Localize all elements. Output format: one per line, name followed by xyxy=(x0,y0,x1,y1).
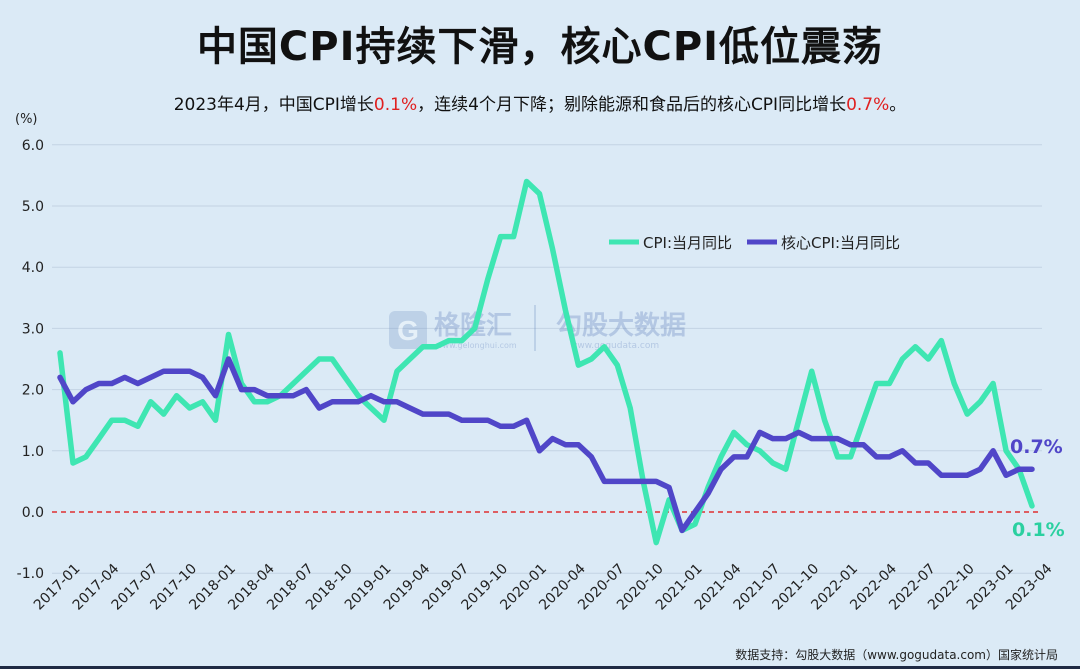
subtitle-cpi-value: 0.1% xyxy=(373,95,418,115)
subtitle-core-value: 0.7% xyxy=(846,95,890,115)
legend-cpi-label: CPI:当月同比 xyxy=(643,234,732,252)
y-tick-label: 5.0 xyxy=(22,199,44,215)
bottom-bar xyxy=(0,666,1080,669)
x-axis-ticks: 2017-012017-042017-072017-102018-012018-… xyxy=(31,561,1056,614)
source-note: 数据支持：勾股大数据（www.gogudata.com）国家统计局 xyxy=(735,648,1058,662)
y-unit-label: (%) xyxy=(15,112,38,127)
core-end-label: 0.7% xyxy=(1010,436,1063,458)
y-tick-label: 3.0 xyxy=(22,321,44,337)
watermark-divider xyxy=(534,305,536,351)
subtitle-text-2: ，连续4个月下降；剔除能源和食品后的核心CPI同比增长 xyxy=(417,95,847,115)
y-tick-label: -1.0 xyxy=(17,566,44,582)
chart-title: 中国CPI持续下滑，核心CPI低位震荡 xyxy=(196,24,884,70)
series-group xyxy=(57,178,1035,546)
y-tick-label: 4.0 xyxy=(22,260,44,276)
watermark-brand2-sub: www.gogudata.com xyxy=(570,341,659,351)
y-axis-ticks: 6.0 5.0 4.0 3.0 2.0 1.0 0.0 -1.0 xyxy=(17,138,44,582)
y-tick-label: 1.0 xyxy=(22,444,44,460)
watermark-logo-icon xyxy=(389,311,427,349)
watermark-logo-letter: G xyxy=(397,315,419,346)
cpi-end-label: 0.1% xyxy=(1012,519,1065,541)
y-tick-label: 0.0 xyxy=(22,505,44,521)
watermark-brand1-sub: www.gelonghui.com xyxy=(436,341,517,350)
y-tick-label: 6.0 xyxy=(22,138,44,154)
legend-core-label: 核心CPI:当月同比 xyxy=(781,234,900,252)
watermark-brand2: 勾股大数据 xyxy=(556,311,686,341)
grid-lines xyxy=(52,144,1042,574)
subtitle-text-3: 。 xyxy=(889,95,907,115)
legend: CPI:当月同比 核心CPI:当月同比 xyxy=(609,234,900,252)
core-cpi-line xyxy=(57,356,1035,534)
subtitle-text-1: 2023年4月，中国CPI增长 xyxy=(173,95,374,115)
chart-subtitle: 2023年4月，中国CPI增长0.1%，连续4个月下降；剔除能源和食品后的核心C… xyxy=(0,90,1080,115)
y-tick-label: 2.0 xyxy=(22,383,44,399)
